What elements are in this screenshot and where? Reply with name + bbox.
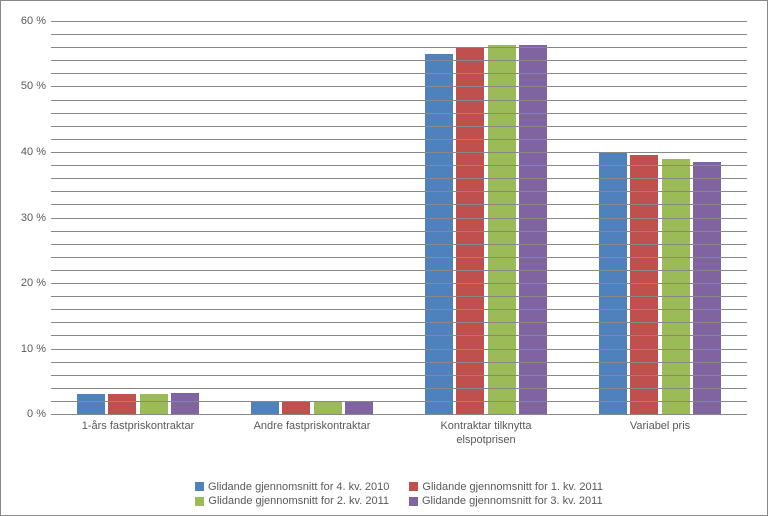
y-axis-label: 40 % bbox=[11, 146, 46, 158]
gridline bbox=[51, 309, 747, 310]
gridline bbox=[51, 349, 747, 350]
gridline bbox=[51, 113, 747, 114]
gridline bbox=[51, 335, 747, 336]
x-axis-label: Variabel pris bbox=[583, 414, 736, 434]
legend-text: Glidande gjennomsnitt for 3. kv. 2011 bbox=[422, 495, 603, 507]
legend-item: Glidande gjennomsnitt for 2. kv. 2011 bbox=[195, 495, 389, 507]
gridline bbox=[51, 34, 747, 35]
gridline bbox=[51, 296, 747, 297]
gridline bbox=[51, 204, 747, 205]
gridline bbox=[51, 401, 747, 402]
y-axis-label: 60 % bbox=[11, 15, 46, 27]
bar bbox=[693, 162, 721, 414]
bar-chart: 1-års fastpriskontraktar Andre fastprisko… bbox=[0, 0, 768, 516]
legend-row: Glidande gjennomsnitt for 2. kv. 2011 Gli… bbox=[51, 495, 747, 507]
legend-swatch bbox=[409, 482, 418, 491]
gridline bbox=[51, 21, 747, 22]
y-axis-label: 30 % bbox=[11, 212, 46, 224]
legend-row: Glidande gjennomsnitt for 4. kv. 2010 Gli… bbox=[51, 481, 747, 493]
gridline bbox=[51, 139, 747, 140]
gridline bbox=[51, 100, 747, 101]
y-axis-label: 20 % bbox=[11, 277, 46, 289]
legend-text: Glidande gjennomsnitt for 4. kv. 2010 bbox=[208, 481, 389, 493]
legend-swatch bbox=[195, 497, 204, 506]
gridline bbox=[51, 86, 747, 87]
gridline bbox=[51, 73, 747, 74]
gridline bbox=[51, 152, 747, 153]
bar bbox=[282, 401, 310, 414]
legend: Glidande gjennomsnitt for 4. kv. 2010 Gli… bbox=[51, 479, 747, 509]
bar bbox=[345, 401, 373, 414]
x-axis-label: 1-års fastpriskontraktar bbox=[61, 414, 214, 434]
gridline bbox=[51, 414, 747, 415]
legend-swatch bbox=[409, 497, 418, 506]
bar bbox=[77, 394, 105, 414]
bar bbox=[108, 394, 136, 414]
bar bbox=[314, 401, 342, 414]
plot-area: 1-års fastpriskontraktarAndre fastprisko… bbox=[51, 21, 747, 415]
gridline bbox=[51, 257, 747, 258]
legend-swatch bbox=[195, 482, 204, 491]
gridline bbox=[51, 178, 747, 179]
gridline bbox=[51, 218, 747, 219]
bar bbox=[140, 394, 168, 414]
gridline bbox=[51, 283, 747, 284]
bar bbox=[425, 54, 453, 414]
gridline bbox=[51, 165, 747, 166]
gridline bbox=[51, 231, 747, 232]
legend-text: Glidande gjennomsnitt for 2. kv. 2011 bbox=[208, 495, 389, 507]
y-axis-label: 10 % bbox=[11, 343, 46, 355]
bar bbox=[171, 393, 199, 414]
y-axis-label: 0 % bbox=[11, 408, 46, 420]
gridline bbox=[51, 126, 747, 127]
x-axis-label: Kontraktar tilknytta elspotprisen bbox=[409, 414, 562, 448]
gridline bbox=[51, 388, 747, 389]
legend-item: Glidande gjennomsnitt for 3. kv. 2011 bbox=[409, 495, 603, 507]
gridline bbox=[51, 375, 747, 376]
legend-item: Glidande gjennomsnitt for 1. kv. 2011 bbox=[409, 481, 603, 493]
gridline bbox=[51, 244, 747, 245]
gridline bbox=[51, 60, 747, 61]
bar bbox=[251, 401, 279, 414]
gridline bbox=[51, 47, 747, 48]
y-axis-label: 50 % bbox=[11, 80, 46, 92]
legend-text: Glidande gjennomsnitt for 1. kv. 2011 bbox=[422, 481, 603, 493]
legend-item: Glidande gjennomsnitt for 4. kv. 2010 bbox=[195, 481, 389, 493]
gridline bbox=[51, 270, 747, 271]
x-axis-label: Andre fastpriskontraktar bbox=[235, 414, 388, 434]
gridline bbox=[51, 191, 747, 192]
gridline bbox=[51, 362, 747, 363]
gridline bbox=[51, 322, 747, 323]
